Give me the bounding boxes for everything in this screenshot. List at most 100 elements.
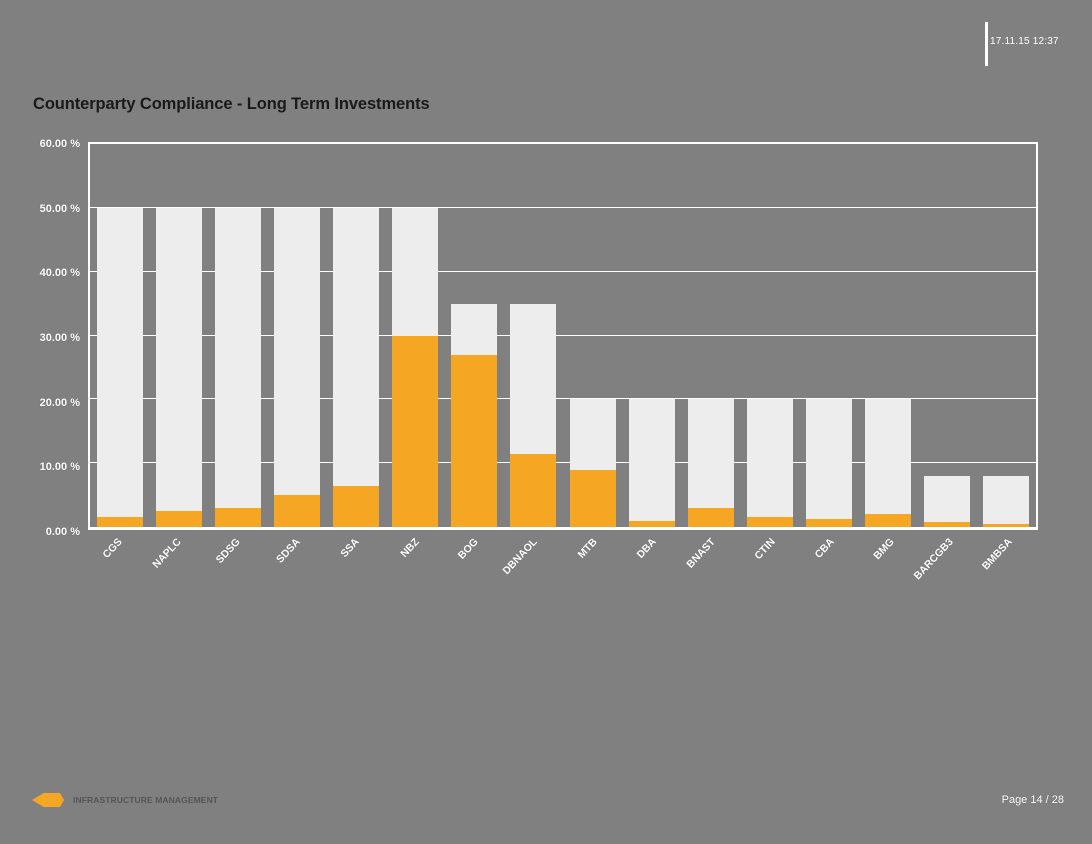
limit-bar[interactable] bbox=[214, 207, 261, 527]
x-axis-tick: BOG bbox=[444, 534, 503, 594]
bar-group[interactable] bbox=[800, 144, 859, 527]
bar-group-inner bbox=[451, 144, 498, 527]
x-axis-tick-text: CTIN bbox=[752, 536, 778, 563]
orange-arrow-logo-icon bbox=[30, 790, 66, 810]
y-axis-tick-label: 60.00 % bbox=[39, 138, 80, 150]
x-axis-tick-text: BOG bbox=[455, 536, 481, 562]
limit-bar[interactable] bbox=[687, 399, 734, 527]
limit-bar[interactable] bbox=[924, 475, 971, 527]
bar-group[interactable] bbox=[267, 144, 326, 527]
x-axis-tick: SDSA bbox=[266, 534, 325, 594]
exposure-bar[interactable] bbox=[983, 523, 1030, 527]
x-axis-tick-text: CGS bbox=[100, 536, 125, 561]
bar-group[interactable] bbox=[445, 144, 504, 527]
exposure-bar[interactable] bbox=[214, 507, 261, 527]
exposure-bar[interactable] bbox=[687, 507, 734, 527]
header-divider bbox=[985, 22, 988, 66]
exposure-bar[interactable] bbox=[865, 514, 912, 527]
x-axis-tick-text: DBA bbox=[634, 536, 659, 561]
gridline bbox=[90, 398, 1036, 400]
x-axis-tick-text: BMBSA bbox=[980, 536, 1016, 573]
x-axis-tick: CGS bbox=[88, 534, 147, 594]
limit-bar[interactable] bbox=[865, 399, 912, 527]
bar-group[interactable] bbox=[149, 144, 208, 527]
limit-bar[interactable] bbox=[333, 207, 380, 527]
y-axis-tick-label: 0.00 % bbox=[45, 526, 80, 538]
x-axis-tick-text: SSA bbox=[338, 536, 362, 560]
exposure-bar[interactable] bbox=[628, 520, 675, 527]
x-axis-tick-text: CBA bbox=[812, 536, 837, 561]
bar-group-inner bbox=[333, 144, 380, 527]
limit-bar[interactable] bbox=[983, 475, 1030, 527]
bar-group[interactable] bbox=[386, 144, 445, 527]
bar-group-inner bbox=[628, 144, 675, 527]
x-axis-tick: BNAST bbox=[682, 534, 741, 594]
footer-brand-label: INFRASTRUCTURE MANAGEMENT bbox=[73, 795, 219, 805]
x-axis-tick: CBA bbox=[801, 534, 860, 594]
x-axis: CGS NAPLC SDSG SDSA SSA NBZ BOG DBNAOL MTB DBA BNA… bbox=[88, 534, 1038, 594]
page-title: Counterparty Compliance - Long Term Inve… bbox=[33, 95, 430, 113]
header-stamp: 17.11.15 12:37 bbox=[985, 22, 1085, 66]
page-number: Page 14 / 28 bbox=[1001, 794, 1064, 806]
limit-bar[interactable] bbox=[155, 207, 202, 527]
y-axis-tick-label: 50.00 % bbox=[39, 202, 80, 215]
bar-group[interactable] bbox=[622, 144, 681, 527]
limit-bar[interactable] bbox=[273, 207, 320, 527]
exposure-bar[interactable] bbox=[96, 517, 143, 527]
exposure-bar[interactable] bbox=[806, 519, 853, 527]
exposure-bar[interactable] bbox=[392, 335, 439, 527]
exposure-bar[interactable] bbox=[924, 521, 971, 527]
bar-group[interactable] bbox=[327, 144, 386, 527]
bar-group[interactable] bbox=[681, 144, 740, 527]
bar-group[interactable] bbox=[918, 144, 977, 527]
gridline bbox=[90, 334, 1036, 336]
y-axis-tick-label: 10.00 % bbox=[39, 461, 80, 474]
exposure-bar[interactable] bbox=[273, 495, 320, 527]
limit-bar[interactable] bbox=[806, 399, 853, 527]
bar-group[interactable] bbox=[977, 144, 1036, 527]
bar-group-inner bbox=[273, 144, 320, 527]
y-axis: 0.00 % 10.00 % 20.00 % 30.00 % 40.00 % 50.00 … bbox=[0, 138, 84, 538]
x-axis-tick: DBNAOL bbox=[500, 534, 563, 594]
x-axis-tick-text: NAPLC bbox=[150, 536, 184, 571]
header-timestamp: 17.11.15 12:37 bbox=[990, 36, 1059, 47]
bar-group-inner bbox=[392, 144, 439, 527]
plot-frame bbox=[88, 142, 1038, 530]
exposure-bar[interactable] bbox=[746, 517, 793, 527]
bar-group-inner bbox=[510, 144, 557, 527]
y-axis-tick-label: 20.00 % bbox=[39, 396, 80, 409]
limit-bar[interactable] bbox=[746, 399, 793, 527]
bar-group-inner bbox=[746, 144, 793, 527]
x-axis-tick-text: NBZ bbox=[397, 536, 422, 560]
bar-group[interactable] bbox=[563, 144, 622, 527]
exposure-bar[interactable] bbox=[569, 469, 616, 527]
x-axis-tick: SDSG bbox=[207, 534, 266, 594]
bar-group[interactable] bbox=[90, 144, 149, 527]
x-axis-tick-text: DBNAOL bbox=[500, 536, 541, 578]
x-axis-tick: NBZ bbox=[385, 534, 444, 594]
bar-group-inner bbox=[214, 144, 261, 527]
bar-group-inner bbox=[983, 144, 1030, 527]
bar-group-inner bbox=[687, 144, 734, 527]
limit-bar[interactable] bbox=[96, 207, 143, 527]
bar-group[interactable] bbox=[859, 144, 918, 527]
footer-logo: INFRASTRUCTURE MANAGEMENT bbox=[30, 790, 218, 810]
bar-group[interactable] bbox=[208, 144, 267, 527]
bar-columns bbox=[90, 144, 1036, 527]
x-axis-tick: MTB bbox=[563, 534, 622, 594]
bar-group-inner bbox=[924, 144, 971, 527]
gridline bbox=[90, 462, 1036, 464]
bar-group-inner bbox=[155, 144, 202, 527]
limit-bar[interactable] bbox=[628, 399, 675, 527]
bar-group-inner bbox=[806, 144, 853, 527]
exposure-bar[interactable] bbox=[155, 511, 202, 527]
exposure-bar[interactable] bbox=[333, 485, 380, 527]
gridline bbox=[90, 270, 1036, 272]
x-axis-tick-text: BNAST bbox=[684, 536, 719, 571]
exposure-bar[interactable] bbox=[510, 453, 557, 527]
y-axis-tick-label: 40.00 % bbox=[39, 267, 80, 280]
bar-group[interactable] bbox=[504, 144, 563, 527]
exposure-bar[interactable] bbox=[451, 354, 498, 527]
bar-group[interactable] bbox=[740, 144, 799, 527]
